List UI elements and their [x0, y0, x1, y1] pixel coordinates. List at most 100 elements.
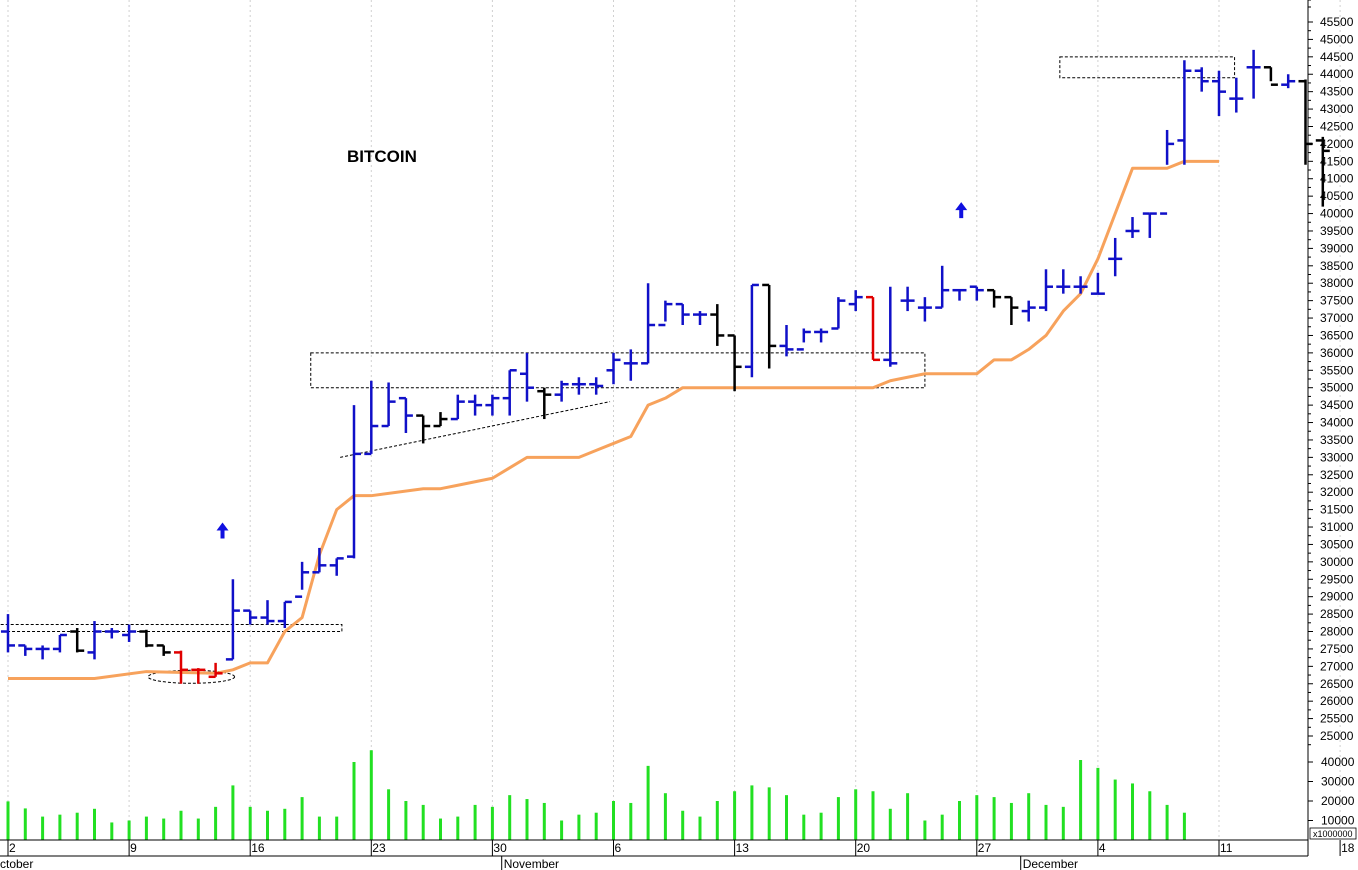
support-line-path	[8, 159, 1219, 681]
ohlc-bar	[796, 328, 811, 351]
ohlc-bar	[1142, 212, 1157, 238]
ohlc-bar	[52, 633, 67, 653]
date-tick-label: 6	[615, 841, 622, 855]
ohlc-bar	[883, 286, 898, 367]
ohlc-bar	[744, 283, 759, 378]
price-tick-label: 25000	[1320, 729, 1354, 743]
ohlc-bar	[641, 283, 656, 365]
price-tick-label: 38000	[1320, 276, 1354, 290]
volume-bars	[6, 750, 1186, 840]
price-tick-label: 32000	[1320, 485, 1354, 499]
price-tick-label: 29500	[1320, 572, 1354, 586]
volume-unit-box	[1309, 827, 1357, 840]
date-tick-label: 11	[1220, 841, 1233, 855]
chart-title: BITCOIN	[347, 147, 417, 166]
volume-tick-label: 40000	[1321, 755, 1355, 769]
ohlc-bar	[623, 349, 638, 381]
price-tick-label: 25500	[1320, 712, 1354, 726]
ohlc-bar	[779, 325, 794, 357]
ohlc-bar	[537, 387, 552, 420]
date-tick-label: 2	[9, 841, 16, 855]
price-tick-label: 31000	[1320, 520, 1354, 534]
ohlc-bar	[174, 650, 188, 684]
ohlc-bar	[329, 557, 344, 576]
up-arrow-icon	[216, 522, 229, 539]
ohlc-bar	[295, 561, 310, 598]
ohlc-bar	[225, 579, 240, 661]
price-tick-label: 39000	[1320, 241, 1354, 255]
ohlc-bar	[122, 624, 137, 642]
price-tick-label: 30500	[1320, 537, 1354, 551]
price-tick-label: 37500	[1320, 294, 1354, 308]
date-tick-label: 27	[978, 841, 992, 855]
ohlc-bar	[1298, 79, 1313, 165]
date-tick-label: 16	[251, 841, 265, 855]
price-tick-label: 28000	[1320, 625, 1354, 639]
volume-tick-label: 10000	[1321, 814, 1355, 828]
ohlc-bar	[1021, 300, 1036, 322]
date-tick-label: 13	[736, 841, 750, 855]
up-arrow-icon	[955, 202, 968, 219]
ohlc-bar	[1160, 129, 1175, 215]
date-tick-label: 9	[130, 841, 137, 855]
ohlc-bar	[347, 405, 361, 559]
resistance-zone	[1059, 56, 1236, 79]
ohlc-bar	[1125, 217, 1140, 238]
price-tick-label: 33500	[1320, 433, 1354, 447]
ohlc-bar	[398, 396, 413, 433]
ohlc-bar	[589, 377, 604, 395]
price-tick-label: 26500	[1320, 677, 1354, 691]
ohlc-bar	[70, 628, 85, 653]
ohlc-bar	[831, 297, 846, 330]
ohlc-bar	[1, 614, 15, 653]
signal-arrows	[216, 202, 968, 539]
volume-unit-label: x1000000	[1313, 829, 1353, 839]
ohlc-bar	[1056, 269, 1071, 294]
price-tick-label: 39500	[1320, 224, 1354, 238]
ohlc-bar	[312, 547, 327, 574]
ohlc-bar	[969, 285, 984, 301]
price-tick-label: 28500	[1320, 607, 1354, 621]
price-tick-label: 42000	[1320, 137, 1354, 151]
price-tick-label: 36000	[1320, 346, 1354, 360]
ohlc-bar	[917, 297, 932, 322]
price-tick-label: 27500	[1320, 642, 1354, 656]
ohlc-bar	[710, 304, 725, 346]
ohlc-bar	[848, 290, 863, 312]
date-tick-label: 4	[1099, 841, 1106, 855]
price-tick-label: 43500	[1320, 85, 1354, 99]
price-tick-label: 37000	[1320, 311, 1354, 325]
ohlc-bar	[554, 380, 569, 402]
ohlc-bar	[520, 352, 534, 402]
price-tick-label: 41000	[1320, 172, 1354, 186]
resistance-zone	[0, 624, 343, 633]
ohlc-bar	[987, 288, 1002, 308]
ohlc-bar	[866, 295, 880, 362]
ohlc-bar	[156, 644, 171, 656]
ohlc-bar	[381, 382, 396, 428]
ohlc-bar	[727, 334, 742, 392]
resistance-zone	[310, 352, 926, 389]
ohlc-bar	[260, 600, 275, 625]
ohlc-bar	[1108, 237, 1123, 277]
price-tick-label: 27000	[1320, 659, 1354, 673]
ohlc-bar	[191, 668, 206, 684]
ohlc-bar	[1004, 295, 1019, 326]
ohlc-bar	[952, 288, 967, 301]
price-tick-label: 34500	[1320, 398, 1354, 412]
ohlc-bar	[1073, 276, 1088, 294]
ohlc-bar	[1229, 77, 1244, 113]
trend-line	[340, 401, 611, 458]
price-tick-label: 30000	[1320, 555, 1354, 569]
month-label: November	[504, 857, 559, 870]
price-tick-label: 33000	[1320, 450, 1354, 464]
ohlc-bar	[814, 328, 829, 343]
ohlc-bar	[502, 369, 517, 416]
price-tick-label: 32500	[1320, 468, 1354, 482]
price-bars	[1, 49, 1330, 684]
ohlc-bar	[416, 414, 431, 444]
ohlc-bar	[468, 394, 483, 416]
ohlc-bar	[485, 394, 500, 416]
price-tick-label: 44000	[1320, 67, 1354, 81]
